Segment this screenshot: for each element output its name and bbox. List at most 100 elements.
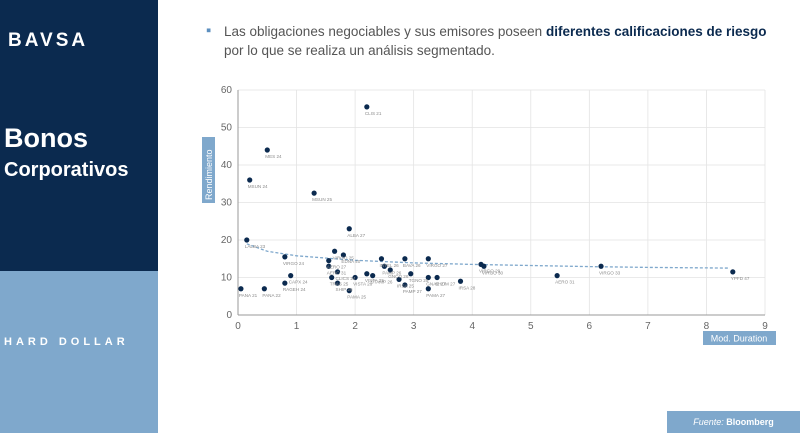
data-point: [340, 252, 346, 258]
section-label: HARD DOLLAR: [4, 336, 129, 348]
point-label: VIRGO 25: [333, 255, 355, 260]
point-label: CLICS 24: [336, 276, 356, 281]
sidebar-header-panel: BAVSA Bonos Corporativos: [0, 0, 158, 271]
data-point: [425, 256, 431, 262]
point-label: ALBA 27: [347, 233, 365, 238]
data-point: [402, 256, 408, 262]
data-point: [481, 263, 487, 269]
point-label: VIRGO 30: [482, 270, 504, 275]
bullet-text: Las obligaciones negociables y sus emiso…: [224, 24, 767, 58]
x-tick-label: 5: [528, 321, 534, 332]
point-label: CLIS 21: [365, 111, 382, 116]
x-axis-label-box: Mod. Duration: [703, 331, 776, 345]
y-axis-label-box: Rendimiento: [202, 137, 215, 203]
x-tick-label: 3: [411, 321, 417, 332]
point-label: TGNO 25: [409, 278, 429, 283]
data-point: [244, 237, 250, 243]
point-label: SHOM 27: [435, 282, 456, 287]
source-label: Fuente:: [693, 417, 724, 427]
data-point: [730, 269, 736, 275]
data-point: [288, 273, 294, 279]
point-label: MES 24: [265, 154, 282, 159]
y-tick-label: 40: [221, 160, 233, 171]
data-point: [408, 271, 414, 277]
point-label: RAGEH 24: [283, 287, 306, 292]
data-point: [282, 280, 288, 286]
source-name: Bloomberg: [726, 417, 774, 427]
point-label: PAMA 27: [426, 293, 445, 298]
data-point: [434, 274, 440, 281]
title-line-2: Corporativos: [4, 159, 129, 181]
point-label: VISTA 26: [353, 282, 373, 287]
bullet-icon: ▪: [206, 22, 212, 39]
x-axis-label: Mod. Duration: [711, 334, 768, 344]
y-tick-label: 20: [221, 235, 233, 246]
point-label: TRAS 25: [330, 282, 349, 287]
x-tick-label: 6: [587, 321, 593, 332]
bullet-point: ▪ Las obligaciones negociables y sus emi…: [206, 22, 786, 60]
point-label: GNAE 27: [426, 282, 446, 287]
data-point: [364, 271, 370, 277]
bavsa-logo: BAVSA: [8, 30, 89, 51]
x-tick-label: 9: [762, 321, 768, 332]
point-label: PAMA 25: [347, 295, 366, 300]
point-label: PANA 22: [262, 293, 281, 298]
data-point: [598, 263, 604, 269]
data-point: [370, 273, 376, 279]
x-tick-label: 0: [235, 321, 241, 332]
point-label: MSUN 24: [248, 184, 268, 189]
data-point: [326, 258, 332, 264]
point-label: BAVA 26: [403, 263, 421, 268]
point-label: SHIP 26: [336, 287, 353, 292]
y-tick-label: 60: [221, 85, 233, 96]
x-tick-label: 2: [352, 321, 358, 332]
point-label: INTEL 26: [379, 263, 399, 268]
data-point: [364, 104, 370, 110]
data-point: [352, 274, 358, 281]
data-point: [282, 254, 288, 260]
chart-ticks: 0 10 20 30 40 50 60 0 1 2 3 4 5 6 7 8 9: [221, 85, 768, 332]
point-label: YPFD 47: [731, 276, 750, 281]
point-label: VIRGO 33: [599, 270, 621, 275]
point-label: STAMP 26: [371, 280, 393, 285]
point-label: LALBA 23: [245, 244, 266, 249]
data-point: [334, 269, 341, 275]
point-label: AERO 31: [327, 270, 347, 275]
data-point: [378, 256, 385, 262]
x-tick-label: 8: [704, 321, 710, 332]
x-tick-label: 1: [294, 321, 300, 332]
data-point: [311, 190, 317, 196]
point-label: PANA 21: [239, 293, 258, 298]
data-point: [346, 288, 352, 294]
point-label: VIRGO 24: [283, 261, 305, 266]
y-tick-label: 30: [221, 198, 233, 209]
data-point: [247, 177, 253, 183]
page-title: Bonos Corporativos: [4, 122, 128, 186]
x-tick-label: 7: [645, 321, 651, 332]
data-point: [554, 273, 560, 279]
data-point: [326, 263, 332, 269]
data-point: [334, 280, 341, 286]
data-point: [346, 226, 352, 232]
point-label: CAPX 24: [289, 280, 308, 285]
data-point: [396, 276, 402, 282]
point-label: IRSA 25: [397, 283, 414, 288]
point-label: PAMP 26: [382, 270, 401, 275]
point-label: AERO 31: [555, 280, 575, 285]
data-point: [264, 147, 270, 153]
data-point: [261, 286, 267, 292]
data-point: [387, 267, 393, 273]
data-point: [457, 278, 464, 284]
x-tick-label: 4: [469, 321, 475, 332]
data-point: [402, 282, 408, 288]
data-point: [425, 286, 431, 292]
point-label: AERO 27: [327, 265, 347, 270]
source-badge: Fuente: Bloomberg: [667, 411, 800, 433]
y-axis-label: Rendimiento: [204, 149, 214, 200]
data-point: [329, 274, 335, 281]
point-label: EDNA 40: [341, 259, 360, 264]
point-label: IRSA 28: [459, 285, 476, 290]
point-label: MSUN 25: [312, 197, 332, 202]
data-point: [381, 263, 387, 269]
point-label: PAMP 27: [403, 289, 422, 294]
